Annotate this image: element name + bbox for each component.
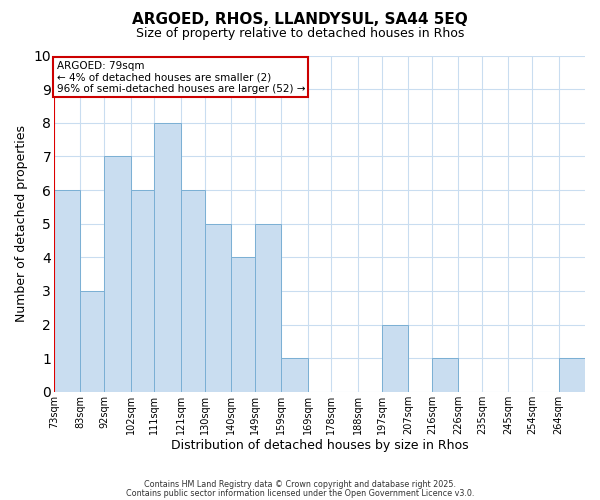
Bar bbox=[80, 291, 104, 392]
Bar bbox=[559, 358, 585, 392]
Bar bbox=[205, 224, 231, 392]
Text: ARGOED, RHOS, LLANDYSUL, SA44 5EQ: ARGOED, RHOS, LLANDYSUL, SA44 5EQ bbox=[132, 12, 468, 28]
Bar bbox=[54, 190, 80, 392]
Bar bbox=[255, 224, 281, 392]
Text: Size of property relative to detached houses in Rhos: Size of property relative to detached ho… bbox=[136, 28, 464, 40]
Bar bbox=[131, 190, 154, 392]
Bar bbox=[382, 324, 408, 392]
Text: ARGOED: 79sqm
← 4% of detached houses are smaller (2)
96% of semi-detached house: ARGOED: 79sqm ← 4% of detached houses ar… bbox=[56, 60, 305, 94]
Y-axis label: Number of detached properties: Number of detached properties bbox=[15, 125, 28, 322]
Text: Contains public sector information licensed under the Open Government Licence v3: Contains public sector information licen… bbox=[126, 488, 474, 498]
Bar bbox=[231, 258, 255, 392]
X-axis label: Distribution of detached houses by size in Rhos: Distribution of detached houses by size … bbox=[170, 440, 468, 452]
Bar bbox=[432, 358, 458, 392]
Bar bbox=[104, 156, 131, 392]
Bar bbox=[281, 358, 308, 392]
Bar bbox=[181, 190, 205, 392]
Bar bbox=[154, 123, 181, 392]
Text: Contains HM Land Registry data © Crown copyright and database right 2025.: Contains HM Land Registry data © Crown c… bbox=[144, 480, 456, 489]
